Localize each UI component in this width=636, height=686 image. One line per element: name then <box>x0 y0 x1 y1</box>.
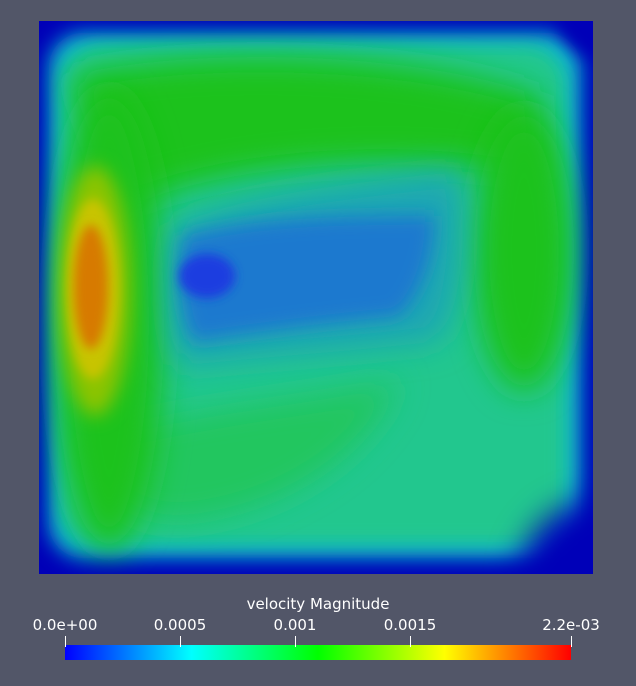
velocity-field-plot[interactable] <box>39 21 593 574</box>
green-right-band <box>474 111 574 391</box>
tick-label: 0.0005 <box>153 616 207 634</box>
tick-mark <box>295 636 296 647</box>
corner-top-right <box>559 21 593 55</box>
velocity-field-svg <box>39 21 593 574</box>
hot-region-core <box>74 225 108 349</box>
color-legend: velocity Magnitude 0.0e+00 0.0005 0.001 0.0… <box>0 594 636 674</box>
green-top-band <box>69 57 544 211</box>
tick-label: 0.0015 <box>383 616 437 634</box>
colorbar-gradient <box>65 645 571 660</box>
tick-label: 0.0e+00 <box>32 616 98 634</box>
tick-label: 2.2e-03 <box>542 616 600 634</box>
inner-vortex-core-band <box>180 216 434 341</box>
tick-mark <box>571 636 572 647</box>
green-bottom-band <box>79 381 399 521</box>
legend-title: velocity Magnitude <box>246 595 390 613</box>
tick-mark <box>180 636 181 647</box>
vortex-core <box>179 254 235 298</box>
tick-mark <box>410 636 411 647</box>
corner-bottom-right <box>519 501 593 574</box>
tick-label: 0.001 <box>273 616 317 634</box>
tick-mark <box>65 636 66 647</box>
